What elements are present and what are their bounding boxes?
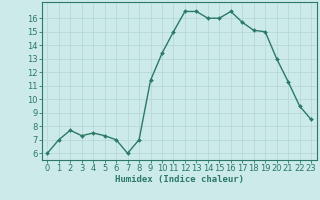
X-axis label: Humidex (Indice chaleur): Humidex (Indice chaleur) [115,175,244,184]
